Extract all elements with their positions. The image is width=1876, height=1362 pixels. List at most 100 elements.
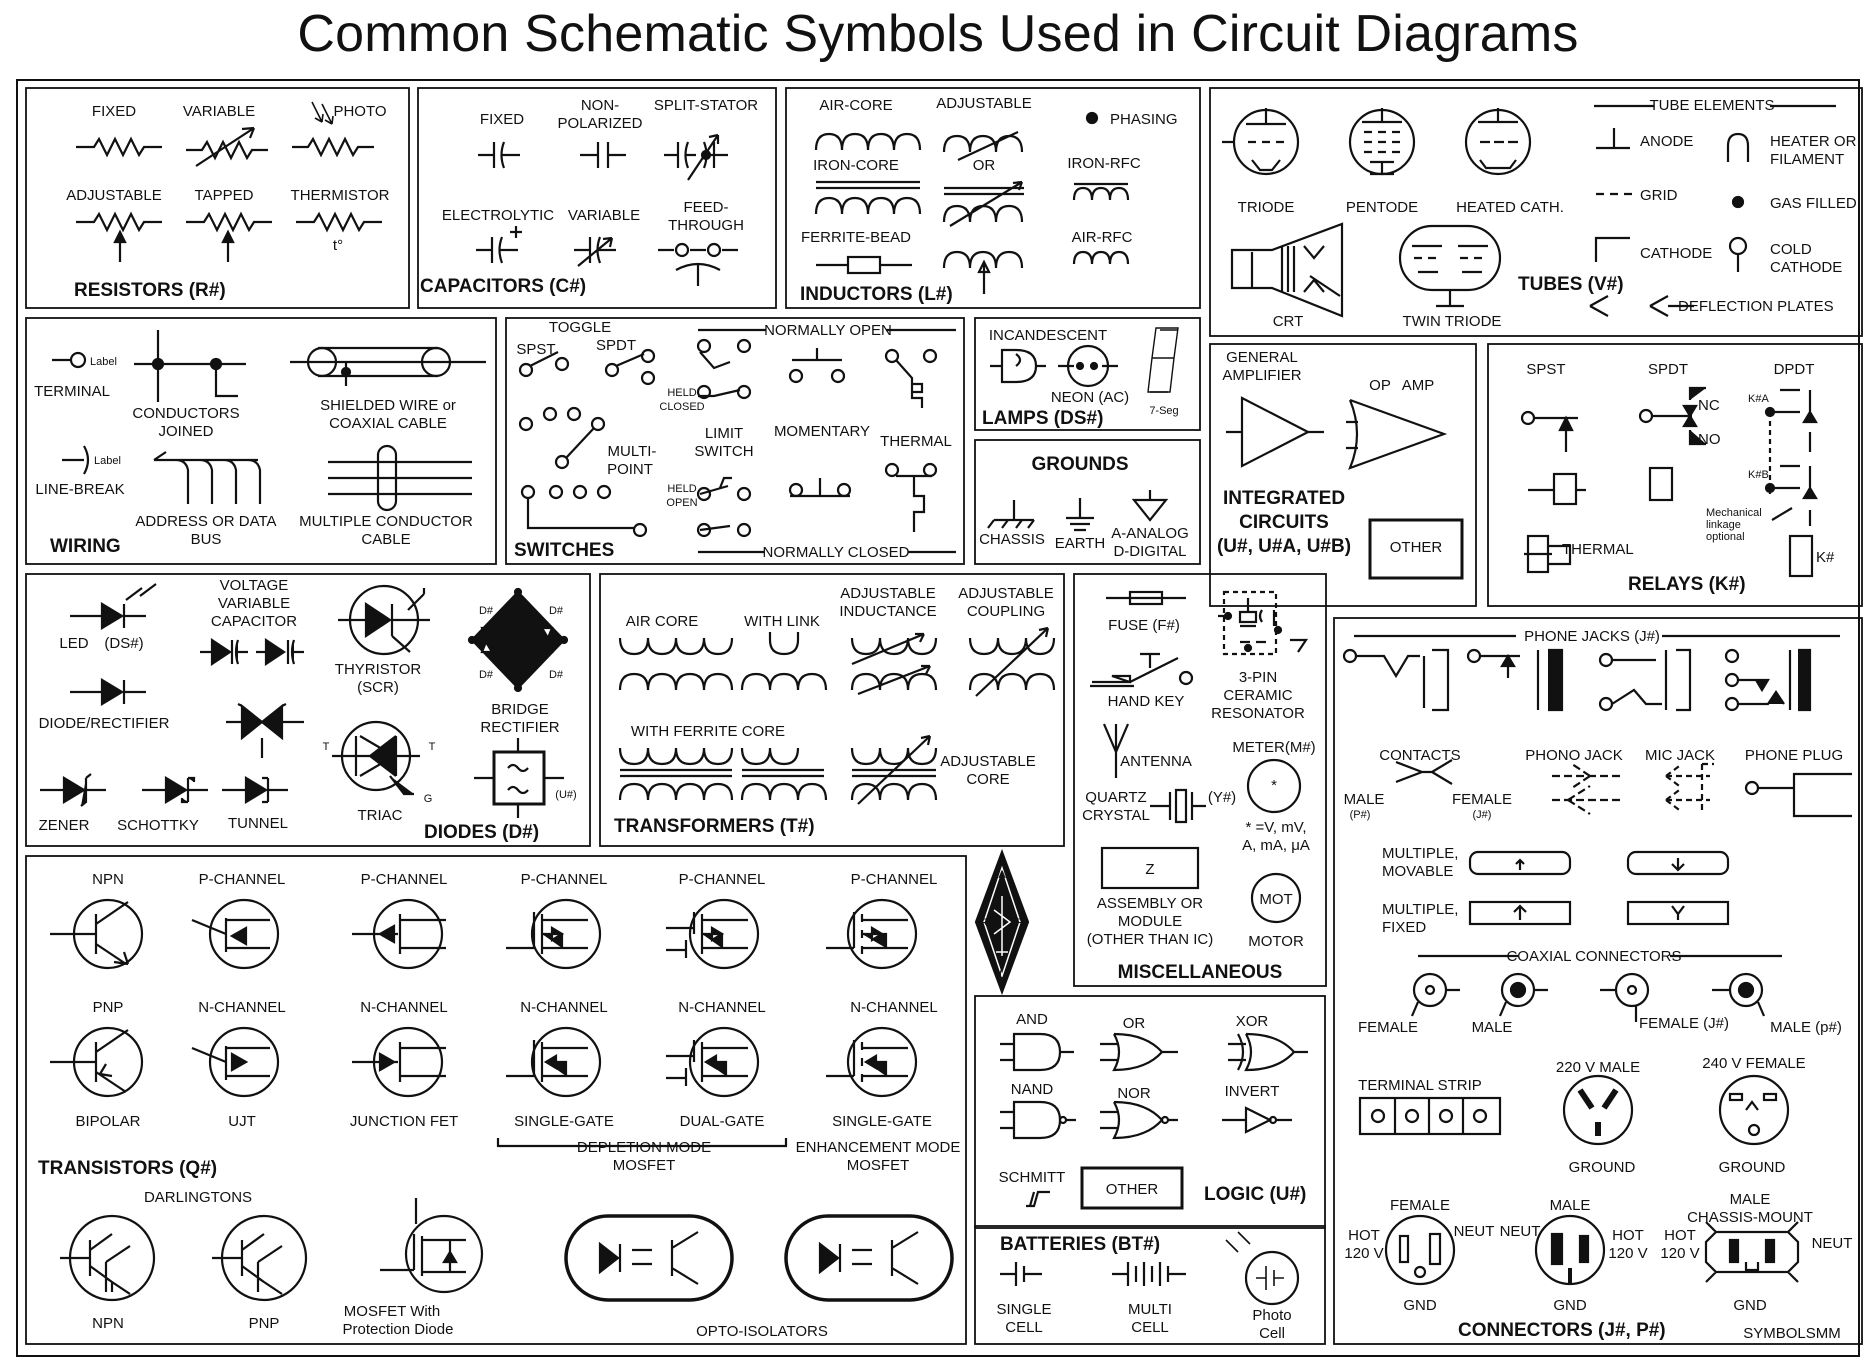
section-heading: LAMPS (DS#) — [982, 408, 1103, 429]
symbol-label: ADJUSTABLE — [940, 753, 1036, 770]
section-heading: (U#, U#A, U#B) — [1217, 536, 1351, 557]
symbol-label: N-CHANNEL — [520, 999, 608, 1016]
symbol-label: SHIELDED WIRE or — [320, 397, 456, 414]
seven-segment-symbol — [1147, 327, 1179, 393]
symbol-label: SPDT — [596, 337, 636, 354]
symbol-label: D# — [479, 669, 494, 681]
diode-rectifier-symbol — [70, 678, 146, 706]
symbol-label: P-CHANNEL — [679, 871, 766, 888]
symbol-label: CORE — [966, 771, 1009, 788]
symbol-label: MOSFET — [847, 1157, 910, 1174]
neon-lamp-symbol — [1058, 344, 1118, 388]
arrl-diamond-logo — [974, 848, 1030, 996]
chassis-ground-symbol — [987, 500, 1035, 529]
transformer-adjustable-core-symbol — [850, 734, 938, 805]
section-heading: INTEGRATED — [1223, 488, 1345, 509]
symbol-label: MODULE — [1118, 913, 1182, 930]
symbol-label: AND — [1016, 1011, 1048, 1028]
symbol-label: MOVABLE — [1382, 863, 1453, 880]
symbol-label: D# — [479, 605, 494, 617]
symbol-label: CATHODE — [1770, 259, 1842, 276]
symbol-label: SYMBOLSMM — [1743, 1325, 1841, 1342]
symbol-label: CONDUCTORS — [132, 405, 239, 422]
capacitor-feedthrough-symbol — [658, 242, 738, 286]
symbol-label: PHOTO — [333, 103, 386, 120]
symbol-label: MULTIPLE, — [1382, 901, 1458, 918]
symbol-label: D-DIGITAL — [1113, 543, 1186, 560]
symbol-label: IRON-CORE — [813, 157, 899, 174]
ics-section — [1209, 343, 1477, 607]
general-amplifier-symbol — [1226, 396, 1324, 468]
xor-gate-symbol — [1228, 1032, 1308, 1072]
symbol-label: ADJUSTABLE — [936, 95, 1032, 112]
symbol-label: THERMISTOR — [291, 187, 390, 204]
symbol-label: (DS#) — [104, 635, 143, 652]
section-heading: BATTERIES (BT#) — [1000, 1234, 1160, 1255]
symbol-label: NEUT — [1812, 1235, 1853, 1252]
resistor-tapped-symbol — [186, 211, 272, 262]
symbol-label: GND — [1733, 1297, 1767, 1314]
zener-symbol — [40, 773, 106, 807]
symbol-label: CHASSIS — [979, 531, 1045, 548]
symbol-label: INDUCTANCE — [839, 603, 936, 620]
symbol-label: L — [999, 969, 1005, 981]
symbol-label: LED — [59, 635, 88, 652]
and-gate-symbol — [1000, 1032, 1074, 1072]
symbol-label: INCANDESCENT — [989, 327, 1107, 344]
symbol-label: POLARIZED — [557, 115, 642, 132]
symbol-label: A-ANALOG — [1111, 525, 1189, 542]
ferrite-bead-symbol — [816, 255, 912, 275]
symbol-label: P-CHANNEL — [361, 871, 448, 888]
symbol-label: LIMIT — [705, 425, 743, 442]
inverter-symbol — [1222, 1106, 1292, 1134]
outlet-220v-male-symbol — [1562, 1074, 1634, 1146]
symbol-label: 3-PIN — [1239, 669, 1277, 686]
single-cell-symbol — [1000, 1262, 1042, 1286]
outlet-240v-female-symbol — [1718, 1074, 1790, 1146]
symbol-label: FIXED — [1382, 919, 1426, 936]
symbol-label: EARTH — [1055, 535, 1106, 552]
symbol-label: SCHOTTKY — [117, 817, 199, 834]
incandescent-lamp-symbol — [990, 348, 1046, 384]
symbol-label: OR — [1123, 1015, 1146, 1032]
p-channel-ujt-symbol — [191, 898, 280, 970]
symbol-label: FEMALE — [1358, 1019, 1418, 1036]
n-channel-enhancement-symbol — [826, 1026, 918, 1098]
symbol-label: AIR-CORE — [819, 97, 892, 114]
n-channel-depletion-single-gate-symbol — [506, 1026, 602, 1098]
symbol-label: CAPACITOR — [211, 613, 297, 630]
symbol-label: ADJUSTABLE — [66, 187, 162, 204]
symbol-label: ADJUSTABLE — [840, 585, 936, 602]
symbol-label: HOT — [1612, 1227, 1644, 1244]
photo-cell-symbol — [1225, 1231, 1300, 1306]
symbol-label: R — [1016, 917, 1024, 929]
symbol-label: MOMENTARY — [774, 423, 870, 440]
symbol-label: COUPLING — [967, 603, 1045, 620]
symbol-label: CELL — [1005, 1319, 1043, 1336]
symbol-label: TAPPED — [195, 187, 254, 204]
symbol-label: ADDRESS OR DATA — [135, 513, 276, 530]
capacitors-section — [417, 87, 777, 309]
symbol-label: (J#) — [1473, 809, 1492, 821]
symbol-label: HELD — [667, 483, 696, 495]
symbol-label: THROUGH — [668, 217, 744, 234]
symbol-label: NO — [1698, 431, 1721, 448]
section-heading: WIRING — [50, 536, 121, 557]
symbol-label: P-CHANNEL — [521, 871, 608, 888]
analog-ground-symbol — [1131, 490, 1169, 522]
symbol-label: MALE (p#) — [1770, 1019, 1842, 1036]
symbol-label: MALE — [1472, 1019, 1513, 1036]
symbol-label: P-CHANNEL — [851, 871, 938, 888]
p-channel-jfet-symbol — [352, 898, 446, 970]
symbol-label: FERRITE-BEAD — [801, 229, 911, 246]
multiple-movable-symbols — [1468, 850, 1730, 876]
symbol-label: HOT — [1664, 1227, 1696, 1244]
outlet-male-120v-symbol — [1534, 1214, 1606, 1286]
symbol-label: FEMALE — [1452, 791, 1512, 808]
symbol-label: PHONO JACK — [1525, 747, 1623, 764]
inductors-section — [785, 87, 1201, 309]
air-rfc-symbol — [1072, 250, 1130, 265]
symbol-label: AMPLIFIER — [1222, 367, 1301, 384]
symbol-label: K#A — [1748, 393, 1769, 405]
